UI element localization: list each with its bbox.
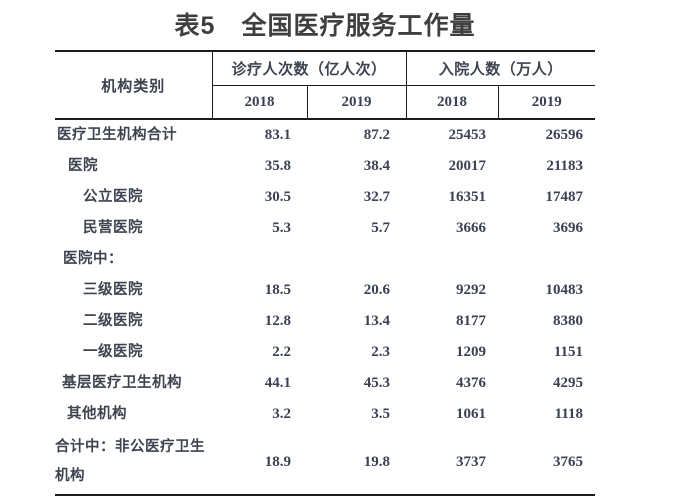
- table-row: 公立医院 30.5 32.7 16351 17487: [55, 182, 595, 213]
- cell-value: 2.2: [272, 344, 291, 360]
- cell-value: [406, 244, 498, 275]
- cell-value: 26596: [545, 127, 584, 143]
- col-header-institution: 机构类别: [55, 51, 213, 120]
- cell-value: 21183: [546, 158, 584, 174]
- table-row: 民营医院 5.3 5.7 3666 3696: [55, 213, 595, 244]
- cell-value: 45.3: [363, 375, 391, 391]
- col-header-admissions-group: 入院人数（万人）: [406, 51, 596, 86]
- cell-value: 9292: [456, 282, 487, 298]
- cell-value: 3696: [553, 220, 584, 236]
- cell-value: 3.5: [371, 406, 391, 422]
- year-header-outpatient-2019: 2019: [307, 85, 407, 120]
- row-label: 医院: [68, 158, 98, 174]
- cell-value: [307, 244, 406, 275]
- year-header-outpatient-2018: 2018: [212, 85, 308, 120]
- table-row: 其他机构 3.2 3.5 1061 1118: [55, 399, 595, 430]
- row-label: 合计中：非公医疗卫生机构: [55, 430, 212, 496]
- col-header-outpatient-visits-group: 诊疗人次数（亿人次）: [212, 51, 407, 86]
- table-row: 合计中：非公医疗卫生机构 18.9 19.8 3737 3765: [55, 430, 596, 496]
- row-label: 医疗卫生机构合计: [57, 127, 177, 143]
- cell-value: 87.2: [363, 127, 391, 143]
- cell-value: [498, 244, 595, 275]
- cell-value: 18.5: [264, 282, 291, 298]
- cell-value: 8380: [553, 313, 584, 329]
- table-row: 一级医院 2.2 2.3 1209 1151: [55, 337, 595, 368]
- cell-value: 1061: [456, 406, 487, 422]
- cell-value: 83.1: [264, 127, 291, 143]
- cell-value: 20.6: [363, 282, 391, 298]
- cell-value: 8177: [456, 313, 487, 329]
- table-row: 基层医疗卫生机构 44.1 45.3 4376 4295: [55, 368, 595, 399]
- table-body: 医疗卫生机构合计 83.1 87.2 25453 26596 医院 35.8 38.4 2001…: [55, 119, 596, 496]
- header-row-years: 2018 2019 2018 2019: [55, 85, 596, 120]
- row-label: 公立医院: [83, 189, 143, 205]
- cell-value: 32.7: [363, 189, 391, 205]
- cell-value: 30.5: [264, 189, 291, 205]
- row-label: 三级医院: [83, 282, 143, 298]
- row-label: 一级医院: [83, 344, 143, 360]
- row-label: 二级医院: [83, 313, 143, 329]
- cell-value: 4376: [456, 375, 487, 391]
- cell-value: 3765: [498, 430, 596, 496]
- cell-value: 5.3: [272, 220, 291, 236]
- cell-value: 44.1: [264, 375, 291, 391]
- cell-value: [212, 244, 307, 275]
- cell-value: 20017: [448, 158, 487, 174]
- table-row: 医院 35.8 38.4 20017 21183: [55, 151, 595, 182]
- cell-value: 18.9: [212, 430, 307, 496]
- year-header-admissions-2019: 2019: [498, 85, 596, 120]
- table-row: 医疗卫生机构合计 83.1 87.2 25453 26596: [55, 119, 595, 151]
- cell-value: 1209: [456, 344, 487, 360]
- cell-value: 38.4: [363, 158, 391, 174]
- cell-value: 3.2: [272, 406, 291, 422]
- cell-value: 2.3: [371, 344, 391, 360]
- cell-value: 13.4: [363, 313, 391, 329]
- table-row: 三级医院 18.5 20.6 9292 10483: [55, 275, 595, 306]
- year-header-admissions-2018: 2018: [406, 85, 499, 120]
- cell-value: 19.8: [307, 430, 407, 496]
- row-label: 医院中：: [63, 251, 123, 267]
- cell-value: 25453: [448, 127, 487, 143]
- cell-value: 1151: [553, 344, 584, 360]
- row-label: 其他机构: [67, 406, 127, 422]
- cell-value: 16351: [448, 189, 487, 205]
- cell-value: 10483: [545, 282, 584, 298]
- cell-value: 17487: [545, 189, 584, 205]
- table-header: 机构类别 诊疗人次数（亿人次） 入院人数（万人） 2018 2019 2018 …: [55, 51, 596, 120]
- cell-value: 3737: [406, 430, 499, 496]
- cell-value: 1118: [554, 406, 584, 422]
- cell-value: 12.8: [264, 313, 291, 329]
- cell-value: 3666: [456, 220, 487, 236]
- table-row: 二级医院 12.8 13.4 8177 8380: [55, 306, 595, 337]
- table-row: 医院中：: [55, 244, 595, 275]
- cell-value: 5.7: [371, 220, 391, 236]
- cell-value: 35.8: [264, 158, 291, 174]
- medical-services-table: 机构类别 诊疗人次数（亿人次） 入院人数（万人） 2018 2019 2018 …: [55, 50, 596, 496]
- row-label: 民营医院: [83, 220, 143, 236]
- row-label: 基层医疗卫生机构: [62, 375, 182, 391]
- cell-value: 4295: [553, 375, 584, 391]
- page-title: 表5 全国医疗服务工作量: [174, 12, 476, 40]
- header-row-groups: 机构类别 诊疗人次数（亿人次） 入院人数（万人）: [55, 51, 596, 120]
